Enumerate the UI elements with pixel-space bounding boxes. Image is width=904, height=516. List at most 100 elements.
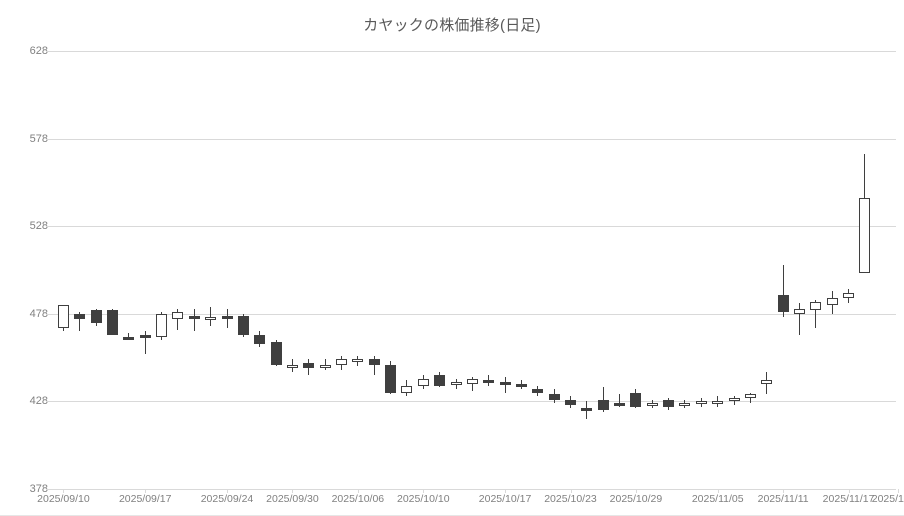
candlestick (72, 51, 88, 489)
candlestick (121, 51, 137, 489)
candlestick (775, 51, 791, 489)
candlestick (366, 51, 382, 489)
y-axis-tick-mark (46, 226, 52, 228)
candle-body-bullish (843, 292, 855, 299)
candle-body-bearish (483, 380, 495, 384)
y-axis-tick-mark (46, 401, 52, 403)
x-axis-tick-mark (783, 489, 785, 493)
candle-body-bearish (532, 389, 544, 393)
candle-body-bearish (139, 334, 151, 339)
candle-body-bullish (205, 317, 217, 321)
x-axis-tick-label: 2025/10/23 (544, 493, 597, 505)
candle-body-bullish (859, 198, 871, 274)
candlestick (660, 51, 676, 489)
candle-wick (798, 303, 800, 335)
candle-body-bearish (630, 392, 642, 407)
gridline (52, 138, 896, 140)
candle-body-bullish (466, 378, 478, 384)
candlestick (317, 51, 333, 489)
candlestick (186, 51, 202, 489)
candle-body-bearish (597, 399, 609, 411)
candlestick (628, 51, 644, 489)
x-axis-tick-label: 2025/11/21 (871, 493, 904, 505)
y-axis-tick-label: 478 (29, 307, 48, 320)
x-axis-tick-label: 2025/09/17 (118, 493, 172, 505)
candle-body-bullish (646, 403, 658, 407)
candle-body-bearish (663, 399, 675, 407)
candle-body-bearish (548, 394, 560, 400)
candle-wick (193, 308, 195, 332)
x-axis-tick-label: 2025/10/17 (478, 493, 532, 505)
candle-body-bearish (499, 382, 511, 386)
candle-wick (619, 394, 621, 407)
x-axis-tick-label: 2025/09/30 (266, 493, 319, 505)
candlestick (677, 51, 693, 489)
x-axis-tick-mark (570, 489, 572, 493)
x-axis-tick-label: 2025/09/10 (37, 493, 90, 505)
x-axis-tick-label: 2025/10/29 (609, 493, 663, 505)
candle-wick (79, 312, 81, 332)
candlestick (759, 51, 775, 489)
candle-body-bearish (303, 362, 315, 369)
x-axis-tick-label: 2025/09/24 (200, 493, 254, 505)
candle-wick (782, 264, 784, 318)
candlestick (415, 51, 431, 489)
x-axis-tick-label: 2025/11/17 (822, 493, 875, 505)
candlestick (595, 51, 611, 489)
candle-body-bullish (744, 394, 756, 398)
candle-body-bearish (90, 310, 102, 323)
candlestick (104, 51, 120, 489)
gridline (52, 313, 896, 315)
candle-wick (488, 375, 490, 386)
y-axis-tick-label: 428 (29, 395, 48, 408)
candle-body-bullish (728, 397, 740, 401)
y-axis-tick-mark (46, 51, 52, 52)
candle-body-bullish (172, 312, 184, 320)
candlestick (464, 51, 480, 489)
candle-wick (210, 306, 212, 327)
candle-body-bullish (793, 308, 805, 314)
x-axis-tick-label: 2025/10/06 (331, 493, 385, 505)
candlestick (808, 51, 824, 489)
candle-body-bearish (254, 334, 266, 344)
candlestick (88, 51, 104, 489)
candle-body-bullish (156, 313, 168, 337)
candlestick (333, 51, 349, 489)
y-axis-tick-label: 628 (29, 45, 48, 57)
candle-wick (144, 331, 146, 355)
x-axis-tick-label: 2025/10/10 (397, 493, 450, 505)
candle-body-bullish (286, 364, 298, 368)
candle-body-bearish (123, 336, 135, 340)
candle-body-bullish (761, 380, 773, 384)
candle-body-bullish (826, 298, 838, 306)
candlestick (546, 51, 562, 489)
x-axis-tick-label: 2025/11/11 (757, 493, 809, 505)
candlestick (824, 51, 840, 489)
candle-body-bearish (614, 403, 626, 407)
candle-body-bearish (515, 383, 527, 388)
candlestick (284, 51, 300, 489)
candle-body-bearish (581, 408, 593, 412)
y-axis-tick-mark (46, 313, 52, 315)
candlestick (857, 51, 873, 489)
x-axis-tick-mark (227, 489, 228, 493)
x-axis-tick-mark (848, 489, 850, 493)
candle-body-bearish (385, 364, 397, 393)
candle-wick (815, 299, 817, 328)
candle-body-bearish (74, 313, 86, 320)
x-axis-tick-mark (145, 489, 147, 493)
y-axis-tick-mark (46, 489, 52, 490)
candlestick (562, 51, 578, 489)
candlestick (431, 51, 447, 489)
candlestick (742, 51, 758, 489)
x-axis-tick-mark (63, 489, 65, 493)
candlestick (268, 51, 284, 489)
candlestick (611, 51, 627, 489)
candlestick (202, 51, 218, 489)
candle-body-bearish (188, 315, 200, 319)
page-title: カヤックの株価推移(日足) (363, 17, 541, 34)
gridline (52, 226, 896, 228)
candle-body-bearish (237, 315, 249, 335)
y-axis-tick-mark (46, 138, 52, 140)
candle-body-bullish (319, 364, 331, 368)
